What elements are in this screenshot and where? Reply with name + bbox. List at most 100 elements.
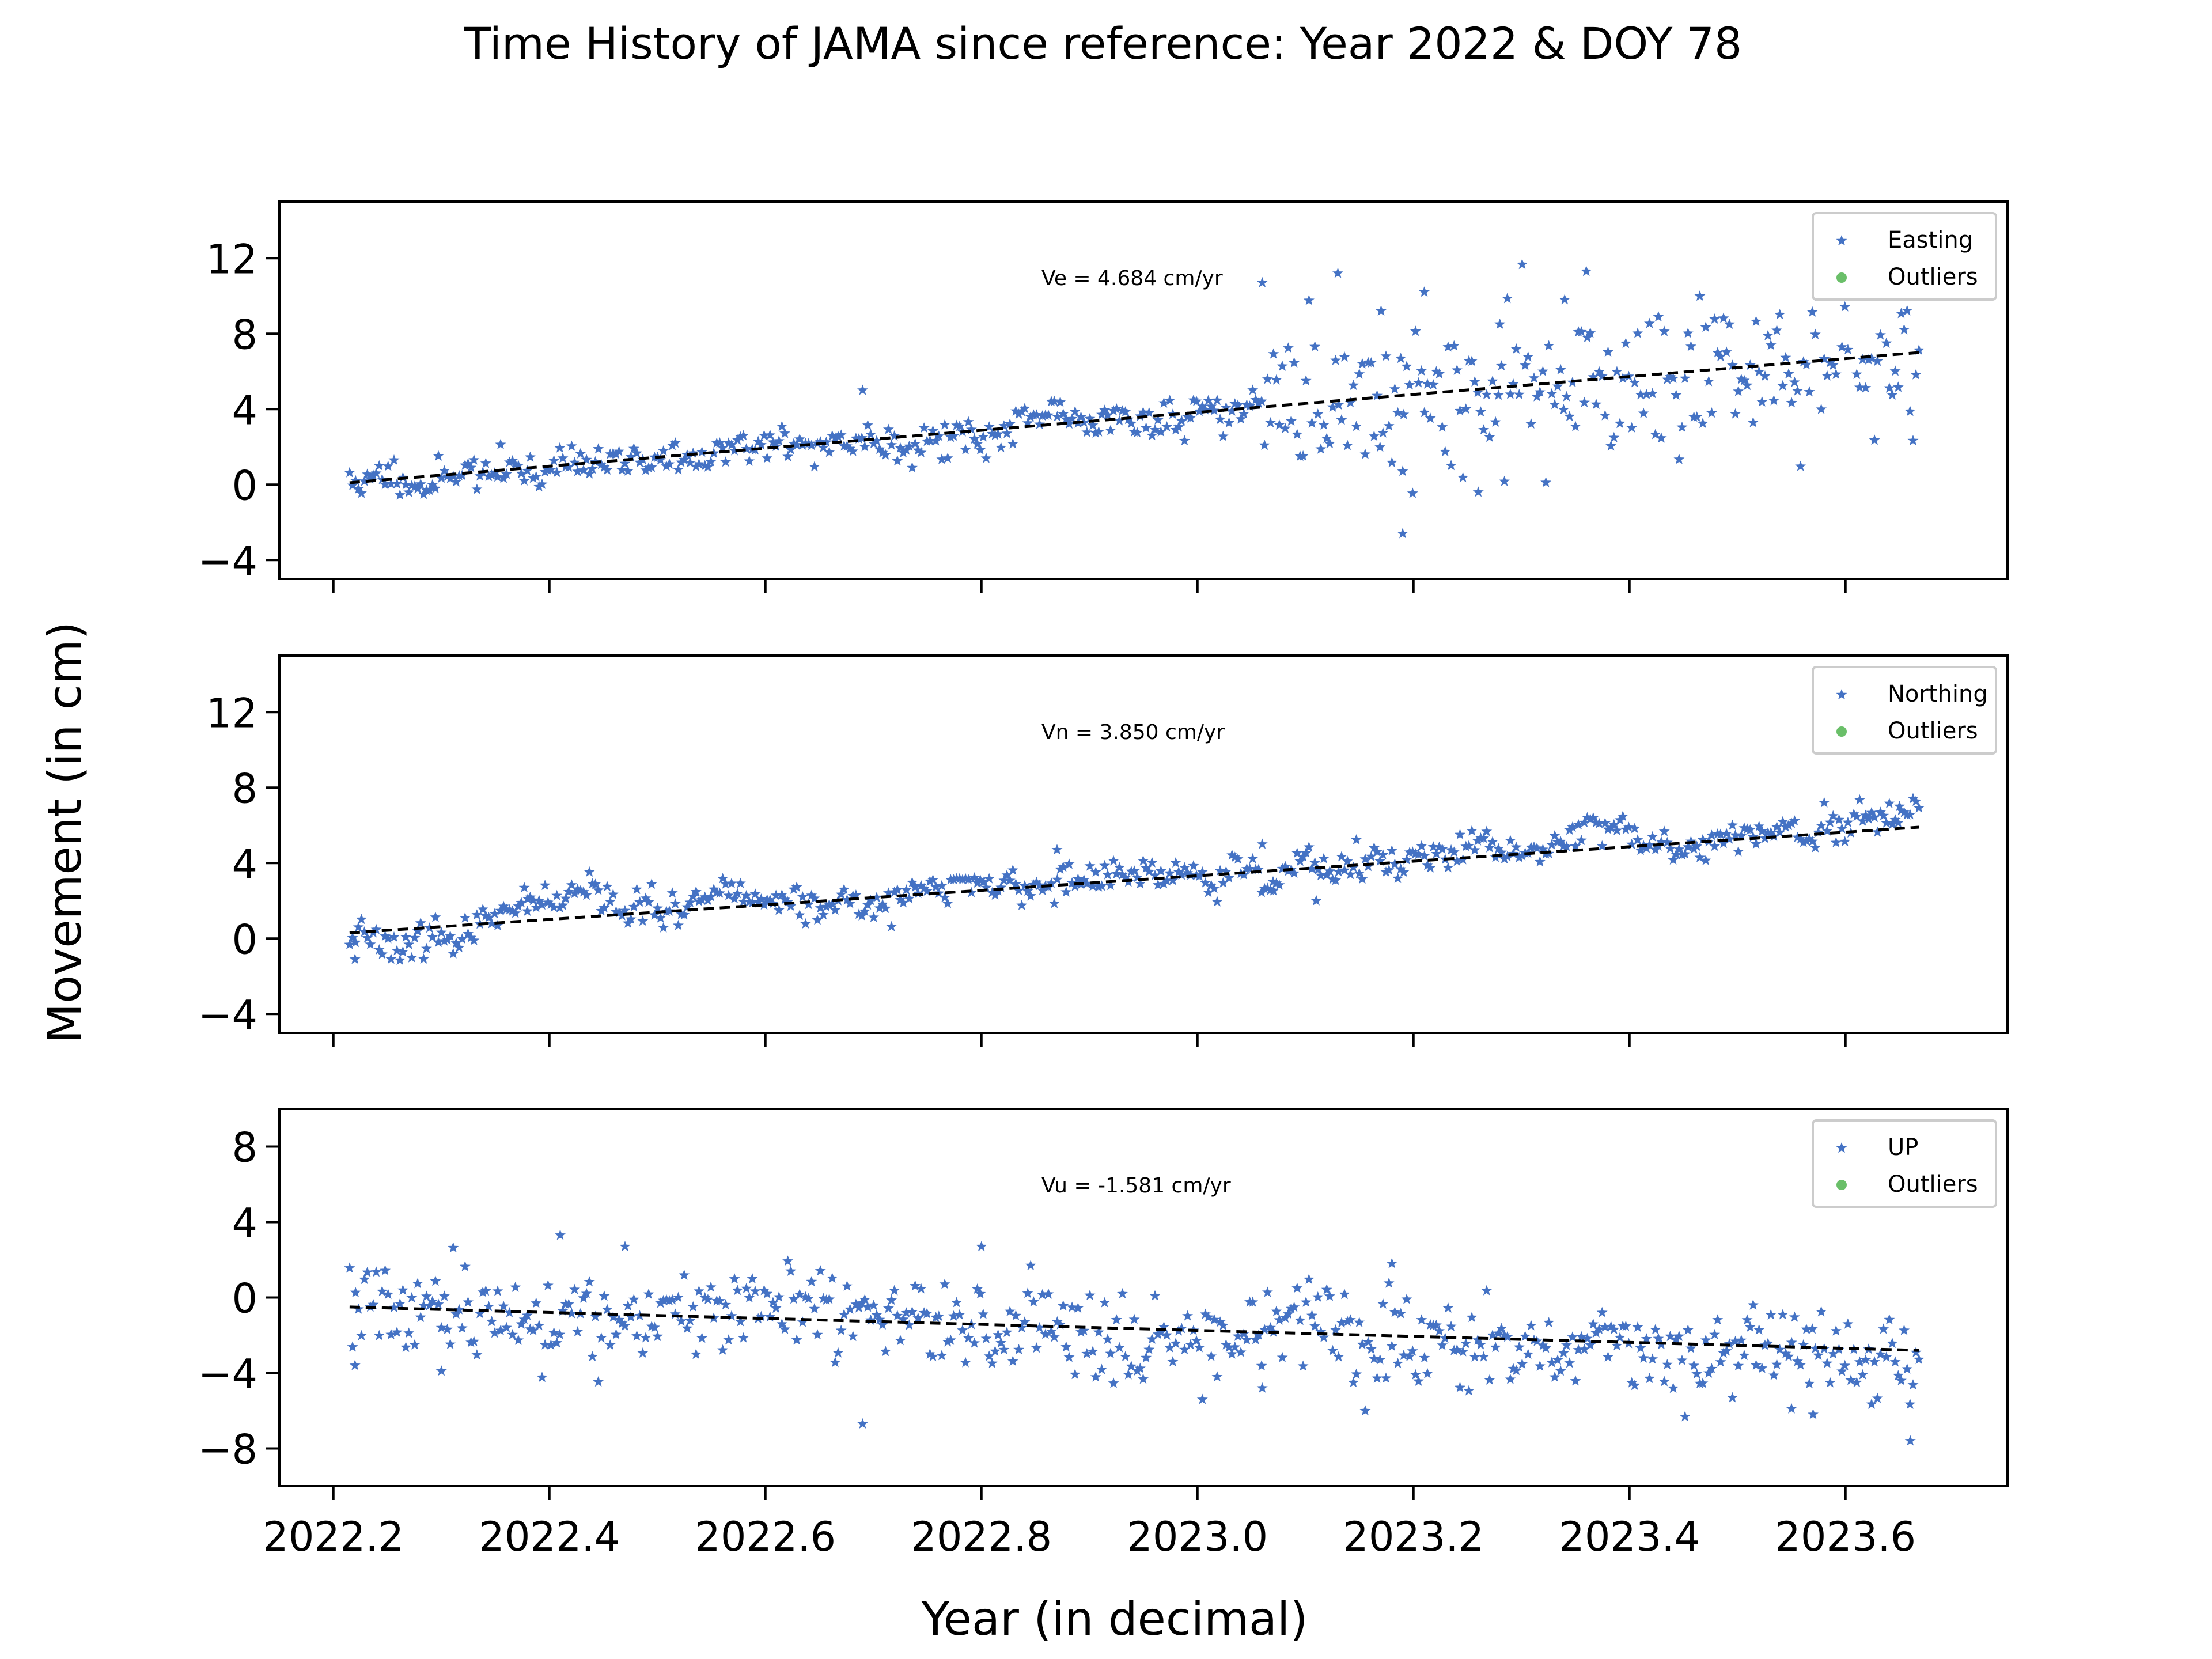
y-tick-label: 8: [232, 1124, 257, 1172]
data-point: [1910, 369, 1922, 380]
data-point: [1351, 421, 1362, 431]
data-point: [1808, 1408, 1819, 1419]
data-point: [1392, 873, 1404, 884]
data-point: [738, 896, 749, 907]
data-point: [1721, 828, 1732, 839]
data-point: [1700, 1334, 1711, 1345]
data-point: [619, 457, 631, 468]
data-point: [1869, 1356, 1880, 1367]
data-point: [939, 892, 950, 903]
data-point: [1209, 882, 1220, 893]
data-point: [1380, 866, 1392, 877]
velocity-label: Ve = 4.684 cm/yr: [1041, 267, 1223, 290]
data-point: [1715, 1356, 1726, 1367]
data-point: [362, 932, 373, 943]
data-point: [601, 1304, 613, 1315]
data-point: [1668, 373, 1679, 384]
data-point: [1783, 1351, 1794, 1362]
data-point: [1907, 1379, 1919, 1390]
data-point: [1475, 406, 1486, 417]
data-point: [418, 953, 429, 964]
data-point: [557, 899, 569, 910]
data-point: [1665, 1331, 1676, 1342]
data-point: [1892, 381, 1904, 392]
data-point: [732, 1285, 743, 1296]
data-point: [415, 917, 426, 928]
data-point: [503, 456, 515, 467]
data-point: [1422, 1368, 1433, 1378]
data-point: [1167, 874, 1179, 885]
data-point: [616, 1317, 628, 1328]
data-point: [1333, 866, 1344, 877]
data-point: [572, 465, 584, 476]
data-point: [1437, 421, 1448, 432]
data-point: [726, 877, 737, 888]
data-point: [1087, 880, 1099, 891]
data-point: [1582, 812, 1593, 823]
data-point: [619, 1241, 631, 1252]
data-point: [1442, 862, 1454, 873]
data-point: [397, 946, 408, 957]
data-point: [1084, 412, 1096, 423]
data-point: [986, 887, 998, 897]
data-point: [957, 874, 968, 885]
data-point: [1647, 1353, 1658, 1364]
data-point: [1407, 1345, 1418, 1356]
data-point: [456, 1322, 468, 1333]
data-point: [912, 444, 924, 455]
data-point: [1146, 430, 1158, 441]
data-point: [1889, 365, 1901, 376]
data-point: [1235, 1346, 1247, 1357]
data-point: [1520, 359, 1531, 370]
data-point: [640, 1332, 652, 1343]
data-point: [859, 906, 870, 916]
data-point: [601, 464, 613, 475]
data-point: [1084, 1289, 1096, 1300]
data-point: [1075, 1326, 1086, 1337]
data-point: [1889, 814, 1901, 825]
data-point: [782, 896, 794, 907]
data-point: [1120, 1351, 1131, 1362]
data-point: [596, 1332, 607, 1343]
data-point: [1398, 408, 1410, 419]
data-point: [1291, 1282, 1303, 1293]
data-point: [1224, 417, 1235, 428]
data-point: [551, 467, 563, 478]
data-point: [1028, 879, 1039, 890]
data-point: [599, 902, 610, 913]
data-point: [1724, 319, 1735, 329]
data-point: [1141, 862, 1152, 873]
data-point: [729, 1273, 740, 1284]
data-point: [942, 452, 953, 463]
data-point: [1824, 1377, 1836, 1388]
data-point: [850, 889, 862, 900]
data-point: [1191, 1335, 1202, 1346]
data-point: [1332, 267, 1343, 278]
data-point: [1762, 1338, 1774, 1349]
data-point: [767, 897, 779, 908]
data-point: [471, 483, 483, 494]
data-point: [1765, 827, 1777, 838]
data-point: [1211, 896, 1223, 907]
data-point: [672, 1291, 684, 1302]
data-point: [1427, 379, 1439, 390]
data-point: [1330, 1324, 1342, 1335]
data-point: [862, 1301, 873, 1312]
data-point: [1357, 873, 1368, 884]
data-point: [599, 1290, 610, 1301]
data-point: [900, 884, 912, 895]
data-point: [749, 888, 761, 899]
data-point: [1502, 851, 1513, 862]
data-point: [903, 893, 915, 904]
data-point: [391, 1326, 403, 1337]
data-point: [1765, 339, 1777, 350]
legend: Northing Outliers: [1812, 666, 1997, 755]
data-point: [1753, 820, 1765, 831]
data-point: [835, 888, 847, 899]
data-point: [1656, 836, 1667, 847]
data-point: [611, 1328, 622, 1339]
data-point: [1860, 382, 1872, 393]
data-point: [1330, 354, 1342, 365]
data-point: [566, 440, 577, 451]
